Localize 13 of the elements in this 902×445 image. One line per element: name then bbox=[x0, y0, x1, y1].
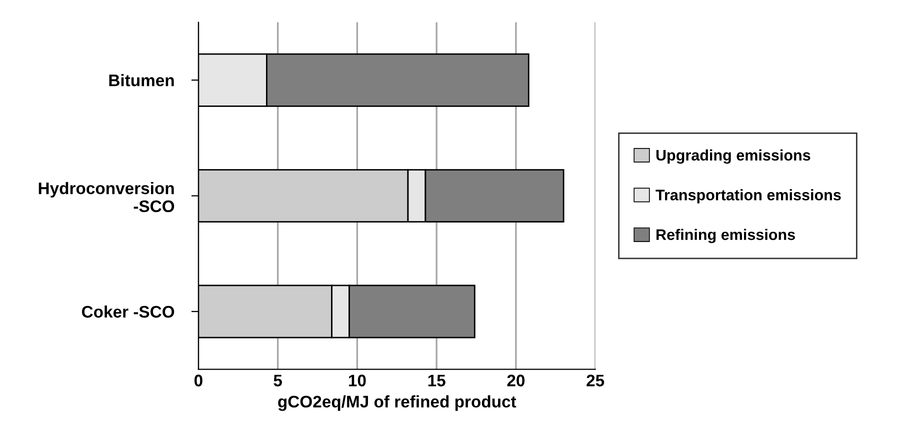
legend-label: Refining emissions bbox=[656, 228, 795, 244]
legend-label: Transportation emissions bbox=[656, 189, 841, 204]
x-tick-label: 25 bbox=[586, 374, 604, 386]
y-tick-label: Hydroconversion -SCO bbox=[38, 182, 174, 212]
y-tick-label: Coker -SCO bbox=[82, 305, 174, 318]
x-tick-label: 15 bbox=[428, 374, 446, 386]
x-tick-label: 5 bbox=[274, 374, 282, 386]
legend-label: Upgrading emissions bbox=[656, 149, 810, 164]
x-tick-label: 20 bbox=[507, 374, 525, 386]
x-tick-label: 10 bbox=[348, 374, 366, 386]
y-tick-label: Bitumen bbox=[109, 74, 174, 86]
x-axis-title: gCO2eq/MJ of refined product bbox=[278, 395, 516, 411]
x-tick-label: 0 bbox=[194, 374, 202, 386]
